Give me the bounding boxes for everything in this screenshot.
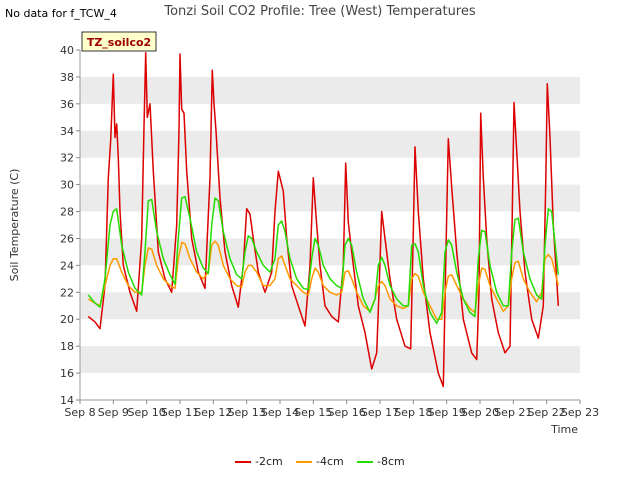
grid-band [80, 238, 580, 266]
x-tick-label: Sep 10 [128, 406, 166, 419]
badge: TZ_soilco2 [81, 31, 157, 52]
plot-area [80, 50, 580, 400]
y-tick-label: 40 [60, 44, 74, 57]
legend-label: -4cm [316, 455, 344, 468]
x-tick-label: Sep 11 [161, 406, 199, 419]
grid-band [80, 76, 580, 104]
y-tick-label: 38 [60, 71, 74, 84]
chart-title: Tonzi Soil CO2 Profile: Tree (West) Temp… [163, 4, 476, 19]
x-axis-label: Time [550, 423, 578, 436]
grid-band [80, 346, 580, 374]
y-tick-label: 36 [60, 98, 74, 111]
y-tick-label: 34 [60, 125, 74, 138]
y-tick-label: 22 [60, 286, 74, 299]
y-tick-label: 18 [60, 340, 74, 353]
y-tick-label: 24 [60, 259, 74, 272]
x-tick-label: Sep 22 [528, 406, 566, 419]
y-tick-label: 26 [60, 232, 74, 245]
y-tick-label: 28 [60, 206, 74, 219]
x-tick-label: Sep 19 [428, 406, 466, 419]
badge-label: TZ_soilco2 [87, 36, 151, 49]
legend: -2cm -4cm -8cm [235, 455, 405, 468]
x-tick-label: Sep 15 [294, 406, 332, 419]
background-bands [80, 50, 580, 400]
y-tick-label: 32 [60, 152, 74, 165]
series-line-neg8cm [87, 195, 560, 325]
grid-band [80, 184, 580, 212]
series-line-neg4cm [87, 240, 560, 320]
x-tick-label: Sep 18 [394, 406, 432, 419]
y-tick-label: 20 [60, 313, 74, 326]
y-axis-label: Soil Temperature (C) [8, 169, 21, 282]
x-tick-label: Sep 21 [494, 406, 532, 419]
x-tick-label: Sep 17 [361, 406, 399, 419]
x-tick-label: Sep 12 [194, 406, 232, 419]
no-data-note: No data for f_TCW_4 [5, 7, 117, 20]
series-line-neg2cm [87, 51, 560, 388]
x-tick-label: Sep 14 [261, 406, 299, 419]
y-tick-label: 14 [60, 394, 74, 407]
x-tick-label: Sep 8 [64, 406, 95, 419]
x-tick-label: Sep 16 [328, 406, 366, 419]
legend-label: -2cm [255, 455, 283, 468]
legend-label: -8cm [377, 455, 405, 468]
series-lines [87, 51, 560, 388]
badge-box [81, 31, 157, 52]
y-axis-ticks: 14 16 18 20 22 24 26 28 30 32 34 36 38 40 [60, 44, 81, 407]
y-tick-label: 30 [60, 179, 74, 192]
x-tick-label: Sep 9 [98, 406, 129, 419]
x-tick-label: Sep 20 [461, 406, 499, 419]
x-tick-label: Sep 13 [228, 406, 266, 419]
y-tick-label: 16 [60, 367, 74, 380]
x-tick-label: Sep 23 [561, 406, 599, 419]
grid-band [80, 130, 580, 158]
